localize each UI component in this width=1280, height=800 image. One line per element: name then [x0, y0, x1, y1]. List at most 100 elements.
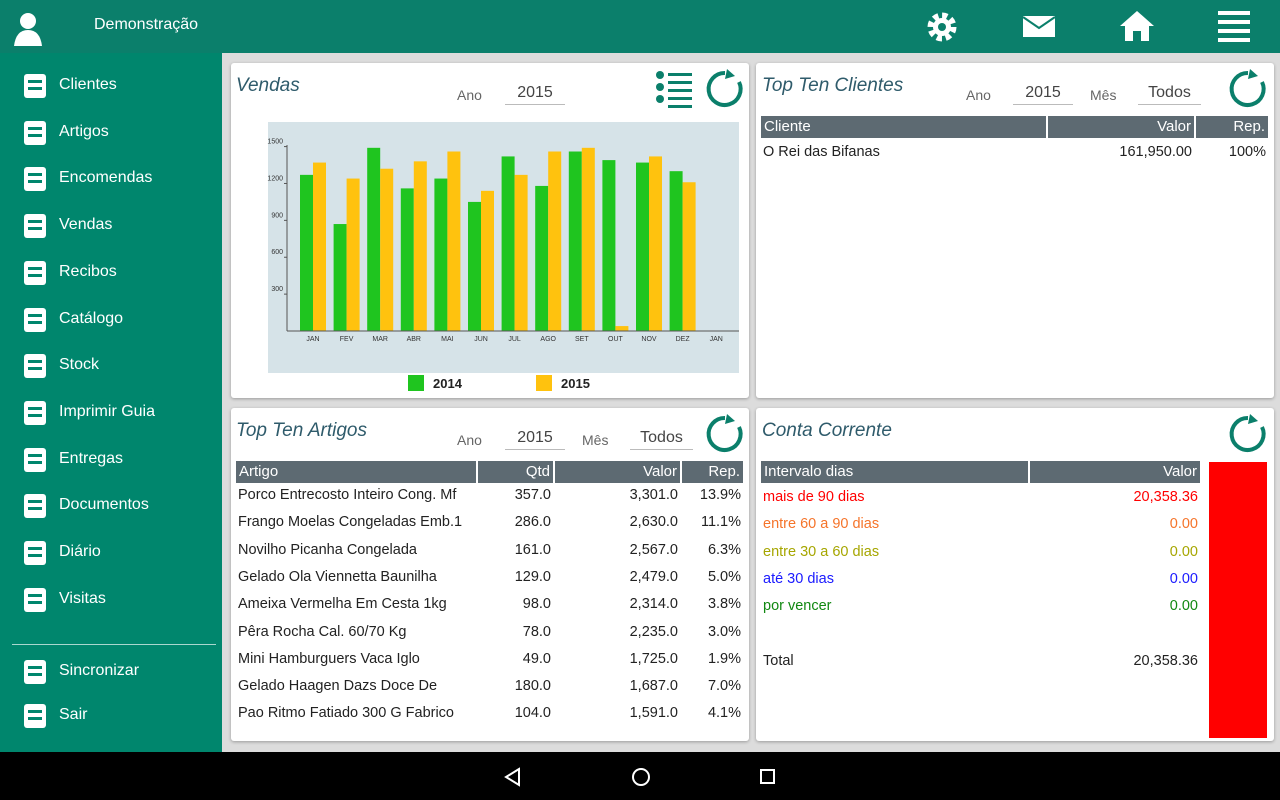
table-cell: 11.1% — [700, 514, 741, 531]
table-cell: por vencer — [763, 598, 832, 615]
refresh-button[interactable] — [1228, 414, 1268, 454]
bar — [682, 182, 696, 331]
menu-item[interactable]: Diário — [59, 543, 101, 560]
y-tick-label: 900 — [271, 212, 283, 219]
x-tick-label: MAR — [372, 336, 388, 343]
menu-item[interactable]: Catálogo — [59, 309, 124, 327]
table-cell: 129.0 — [514, 568, 551, 585]
back-button[interactable] — [503, 767, 523, 787]
table-cell: Pao Ritmo Fatiado 300 G Fabrico — [238, 705, 454, 722]
month-label: Mês — [1090, 87, 1117, 103]
month-select[interactable]: Todos — [630, 429, 693, 450]
table-cell: Porco Entrecosto Inteiro Cong. Mf — [238, 487, 457, 503]
table-cell: 2,314.0 — [629, 596, 678, 613]
table-cell: 2,235.0 — [629, 623, 678, 640]
menu-item[interactable]: Sair — [59, 706, 88, 723]
table-cell: 98.0 — [522, 596, 551, 613]
table-cell: 13.9% — [699, 487, 741, 503]
legend-swatch — [408, 375, 424, 391]
balance-bar — [1209, 462, 1267, 738]
x-tick-label: ABR — [407, 336, 421, 343]
table-cell: 2,479.0 — [629, 568, 678, 585]
table-cell: O Rei das Bifanas — [763, 144, 880, 160]
year-select[interactable]: 2015 — [1013, 84, 1073, 105]
table-cell: 1.9% — [707, 650, 741, 667]
nav-bar — [0, 752, 1280, 800]
menu-icon — [24, 260, 46, 285]
menu-item[interactable]: Documentos — [59, 496, 149, 514]
menu-item[interactable]: Vendas — [59, 216, 113, 234]
table-cell: 1,687.0 — [629, 678, 678, 695]
bar — [602, 160, 616, 331]
menu-item[interactable]: Visitas — [59, 589, 106, 607]
table-cell: 0.00 — [1169, 516, 1198, 533]
table-cell: 1,591.0 — [629, 705, 678, 722]
bar — [548, 151, 562, 331]
table-cell: Pêra Rocha Cal. 60/70 Kg — [238, 623, 407, 640]
table-cell: até 30 dias — [763, 570, 834, 587]
y-tick-label: 1200 — [267, 175, 283, 182]
bar — [501, 156, 515, 331]
list-button[interactable] — [655, 69, 695, 109]
table-cell: 7.0% — [707, 678, 741, 695]
table-cell: entre 30 a 60 dias — [763, 543, 880, 560]
menu-item[interactable]: Encomendas — [59, 169, 153, 187]
menu-item[interactable]: Recibos — [59, 262, 117, 280]
column-header: Artigo — [236, 461, 476, 483]
y-tick-label: 600 — [271, 249, 283, 256]
month-label: Mês — [582, 432, 609, 448]
table-cell: 3.0% — [707, 623, 741, 640]
table-cell: 49.0 — [522, 650, 551, 667]
bar — [300, 174, 313, 331]
separator — [12, 644, 216, 645]
column-header: Qtd — [478, 461, 553, 483]
home-button[interactable] — [1119, 10, 1155, 42]
messages-button[interactable] — [1022, 15, 1056, 39]
menu-icon — [24, 704, 46, 728]
menu-button[interactable] — [1218, 10, 1252, 44]
menu-item[interactable]: Entregas — [59, 449, 124, 467]
year-select[interactable]: 2015 — [505, 429, 565, 450]
x-tick-label: OUT — [608, 336, 624, 343]
menu-item[interactable]: Stock — [59, 356, 100, 374]
bar — [400, 188, 414, 331]
table-cell: 0.00 — [1169, 570, 1198, 587]
table-cell: 286.0 — [514, 514, 551, 531]
month-select[interactable]: Todos — [1138, 84, 1201, 105]
refresh-button[interactable] — [1228, 69, 1268, 109]
settings-button[interactable] — [924, 9, 960, 45]
table-cell: 5.0% — [707, 568, 741, 585]
x-tick-label: DEZ — [676, 336, 691, 343]
year-select[interactable]: 2015 — [505, 84, 565, 105]
table-cell: 180.0 — [514, 678, 551, 695]
vendas-panel: Vendas Ano 2015 300 600 900 1200 1500 JAN FEV M… — [231, 63, 749, 398]
home-nav-button[interactable] — [630, 766, 652, 788]
bar — [413, 161, 427, 331]
menu-item[interactable]: Clientes — [59, 76, 117, 93]
recents-button[interactable] — [759, 768, 777, 786]
x-tick-label: SET — [575, 336, 589, 343]
bar — [581, 147, 595, 331]
year-label: Ano — [457, 432, 482, 448]
table-cell: Gelado Haagen Dazs Doce De — [238, 678, 438, 695]
table-cell: 3,301.0 — [629, 487, 678, 503]
column-header: Valor — [555, 461, 680, 483]
bar — [669, 171, 683, 331]
x-tick-label: NOV — [641, 336, 657, 343]
menu-icon — [24, 120, 46, 145]
menu-item[interactable]: Artigos — [59, 122, 109, 140]
table-cell: 20,358.36 — [1133, 489, 1198, 505]
panel-title: Top Ten Artigos — [236, 420, 367, 441]
menu-icon — [24, 494, 46, 519]
menu-icon — [24, 447, 46, 472]
refresh-button[interactable] — [705, 69, 745, 109]
refresh-button[interactable] — [705, 414, 745, 454]
table-cell: 161,950.00 — [1119, 144, 1192, 160]
panel-title: Vendas — [236, 75, 300, 96]
menu-item[interactable]: Imprimir Guia — [59, 402, 156, 420]
menu-icon — [24, 167, 46, 192]
bar — [333, 224, 347, 331]
menu-icon — [24, 74, 46, 98]
menu-item[interactable]: Sincronizar — [59, 662, 140, 679]
menu-icon — [24, 587, 46, 612]
